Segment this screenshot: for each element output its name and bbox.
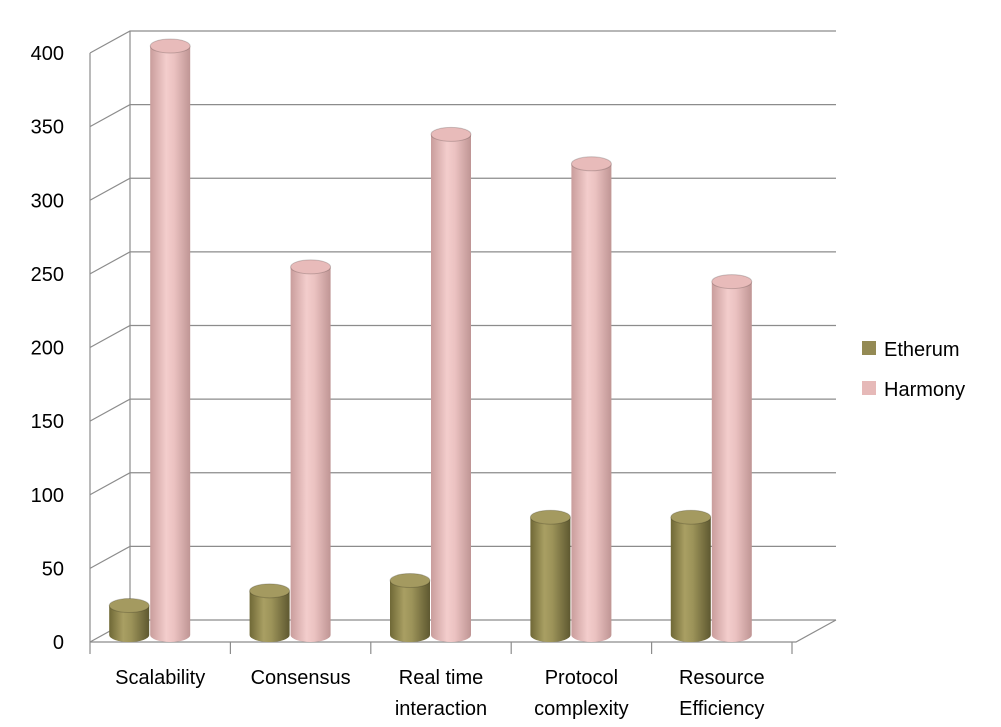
- legend-label: Etherum: [884, 339, 960, 361]
- x-category-label: Real time: [399, 667, 483, 689]
- legend-swatch: [862, 341, 876, 355]
- y-tick-label: 350: [31, 117, 64, 139]
- bars: [108, 38, 753, 643]
- y-tick-label: 0: [53, 632, 64, 654]
- legend: Etherum Harmony: [862, 339, 965, 401]
- x-category-label: complexity: [534, 698, 628, 720]
- gridline: [89, 30, 836, 54]
- x-category-label: interaction: [395, 698, 487, 720]
- legend-label: Harmony: [884, 379, 965, 401]
- bar-etherum: [389, 573, 431, 642]
- y-tick-label: 300: [31, 190, 64, 212]
- bar-harmony: [430, 126, 472, 642]
- bar-etherum: [108, 598, 150, 642]
- bar-harmony: [570, 156, 612, 643]
- axes: [89, 31, 837, 654]
- gridline: [89, 104, 836, 128]
- y-tick-label: 100: [31, 485, 64, 507]
- x-category-label: Scalability: [115, 667, 205, 689]
- y-tick-label: 400: [31, 43, 64, 65]
- y-tick-label: 200: [31, 338, 64, 360]
- bar-harmony: [290, 259, 332, 642]
- bar-etherum: [249, 583, 291, 642]
- y-tick-label: 50: [42, 558, 64, 580]
- bar-harmony: [711, 274, 753, 642]
- y-tick-label: 250: [31, 264, 64, 286]
- x-category-label: Resource: [679, 667, 765, 689]
- x-category-label: Consensus: [251, 667, 351, 689]
- x-category-label: Protocol: [545, 667, 618, 689]
- labels: 0 50 100 150 200 250 300 350 400 Scalability Conse…: [31, 43, 765, 720]
- legend-item-harmony: Harmony: [862, 379, 965, 401]
- x-category-label: Efficiency: [679, 698, 764, 720]
- y-tick-label: 150: [31, 411, 64, 433]
- bar-etherum: [670, 509, 712, 642]
- bar-harmony: [149, 38, 191, 642]
- legend-item-etherum: Etherum: [862, 339, 960, 361]
- bar-etherum: [529, 509, 571, 642]
- x-axis: [90, 619, 837, 643]
- legend-swatch: [862, 381, 876, 395]
